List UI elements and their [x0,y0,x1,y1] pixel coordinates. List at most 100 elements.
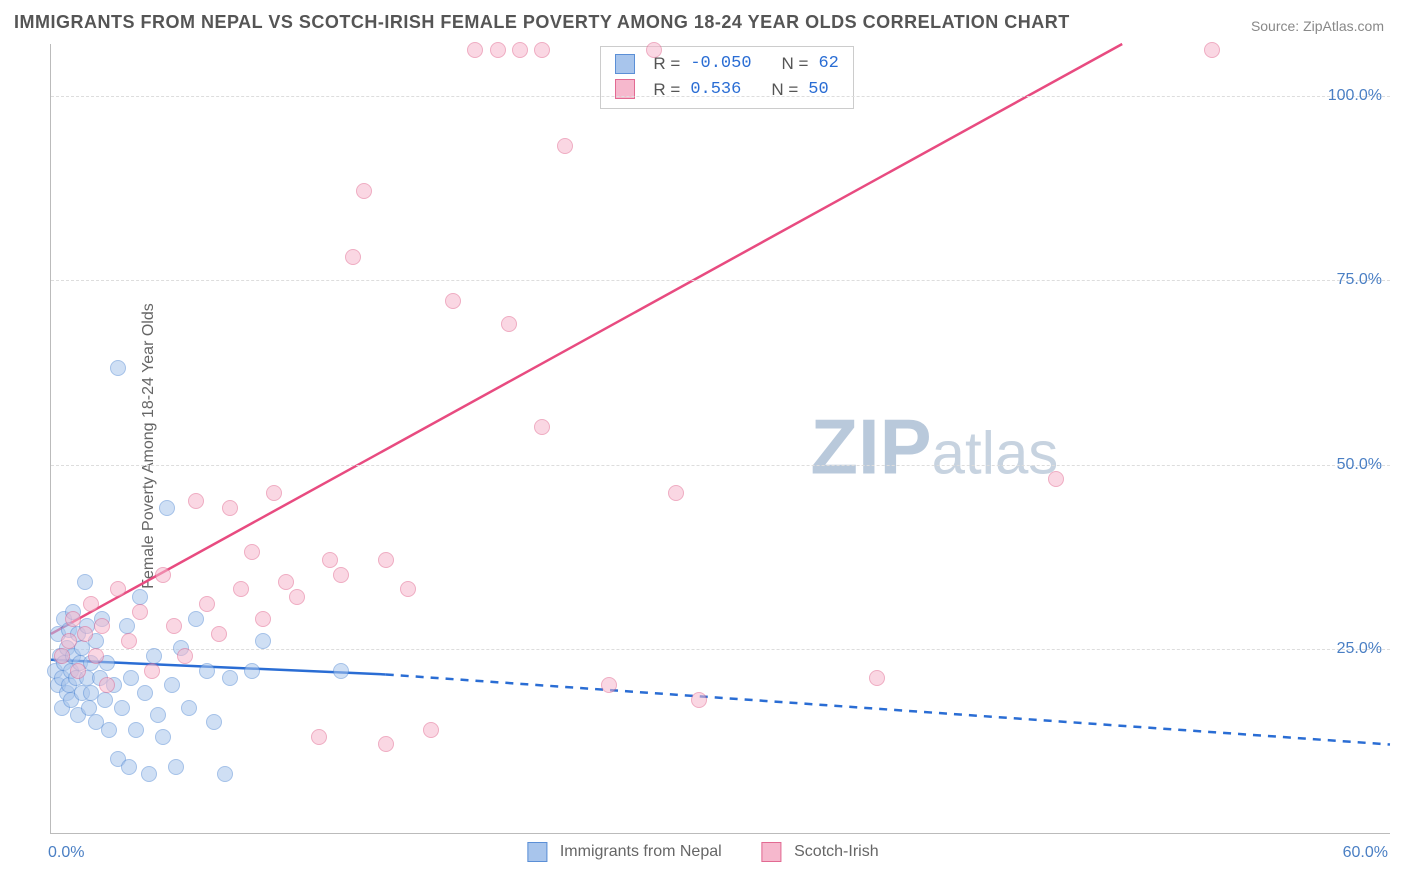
point-scotch-irish [289,589,305,605]
point-scotch-irish [1048,471,1064,487]
y-tick-label: 25.0% [1337,640,1382,658]
stats-legend-row: R = 0.536N =50 [615,77,839,103]
point-scotch-irish [322,552,338,568]
point-nepal [168,759,184,775]
regression-line [386,674,1390,744]
point-scotch-irish [222,500,238,516]
point-nepal [121,759,137,775]
point-nepal [132,589,148,605]
plot-svg: ZIPatlas [51,44,1390,833]
point-nepal [333,663,349,679]
point-nepal [119,618,135,634]
point-scotch-irish [166,618,182,634]
r-value: 0.536 [690,77,741,103]
point-nepal [81,700,97,716]
point-nepal [77,574,93,590]
point-nepal [123,670,139,686]
legend-label-a: Immigrants from Nepal [560,843,722,860]
watermark: ZIPatlas [810,402,1058,490]
point-scotch-irish [378,552,394,568]
watermark-atlas: atlas [932,419,1059,486]
point-scotch-irish [144,663,160,679]
point-nepal [141,766,157,782]
point-scotch-irish [65,611,81,627]
point-nepal [222,670,238,686]
point-nepal [181,700,197,716]
point-nepal [150,707,166,723]
point-scotch-irish [177,648,193,664]
point-nepal [114,700,130,716]
point-nepal [101,722,117,738]
source-attribution: Source: ZipAtlas.com [1251,18,1384,34]
n-value: 50 [808,77,828,103]
point-scotch-irish [534,419,550,435]
point-scotch-irish [534,42,550,58]
point-scotch-irish [88,648,104,664]
point-scotch-irish [244,544,260,560]
point-scotch-irish [255,611,271,627]
point-nepal [206,714,222,730]
point-nepal [110,360,126,376]
point-scotch-irish [501,316,517,332]
y-tick-label: 100.0% [1328,87,1382,105]
legend-label-b: Scotch-Irish [794,843,878,860]
r-value: -0.050 [690,51,751,77]
x-axis-legend: Immigrants from Nepal Scotch-Irish [527,842,878,862]
point-scotch-irish [646,42,662,58]
point-scotch-irish [199,596,215,612]
legend-entry-a: Immigrants from Nepal [527,842,721,862]
y-tick-label: 75.0% [1337,271,1382,289]
point-scotch-irish [266,485,282,501]
point-nepal [97,692,113,708]
point-nepal [199,663,215,679]
point-scotch-irish [83,596,99,612]
point-nepal [159,500,175,516]
point-scotch-irish [333,567,349,583]
point-scotch-irish [188,493,204,509]
point-scotch-irish [94,618,110,634]
x-tick-min: 0.0% [48,844,84,862]
point-nepal [137,685,153,701]
watermark-zip: ZIP [810,402,931,490]
n-label: N = [782,51,809,77]
point-scotch-irish [400,581,416,597]
point-nepal [255,633,271,649]
x-tick-max: 60.0% [1343,844,1388,862]
point-scotch-irish [668,485,684,501]
point-scotch-irish [99,677,115,693]
point-scotch-irish [121,633,137,649]
point-scotch-irish [77,626,93,642]
point-scotch-irish [278,574,294,590]
point-scotch-irish [467,42,483,58]
point-scotch-irish [445,293,461,309]
point-scotch-irish [378,736,394,752]
point-scotch-irish [869,670,885,686]
regression-line [51,44,1122,634]
point-scotch-irish [691,692,707,708]
point-scotch-irish [155,567,171,583]
gridline-h [51,649,1390,650]
point-nepal [155,729,171,745]
point-scotch-irish [54,648,70,664]
legend-entry-b: Scotch-Irish [762,842,879,862]
swatch-b [762,842,782,862]
chart-title: IMMIGRANTS FROM NEPAL VS SCOTCH-IRISH FE… [14,12,1070,33]
point-nepal [217,766,233,782]
stats-swatch [615,54,635,74]
swatch-a [527,842,547,862]
point-scotch-irish [423,722,439,738]
point-nepal [164,677,180,693]
point-scotch-irish [61,633,77,649]
point-scotch-irish [110,581,126,597]
r-label: R = [653,77,680,103]
point-scotch-irish [211,626,227,642]
gridline-h [51,96,1390,97]
point-scotch-irish [233,581,249,597]
point-scotch-irish [132,604,148,620]
point-scotch-irish [1204,42,1220,58]
point-scotch-irish [356,183,372,199]
stats-legend-box: R =-0.050N =62R = 0.536N =50 [600,46,854,109]
point-nepal [128,722,144,738]
point-nepal [244,663,260,679]
gridline-h [51,280,1390,281]
